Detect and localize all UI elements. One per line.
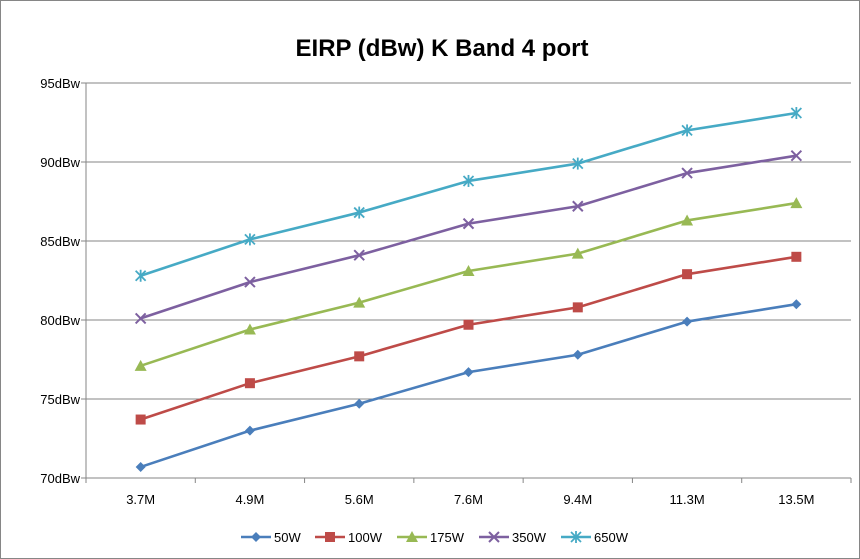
data-point: [134, 359, 147, 371]
gridlines: [86, 82, 851, 400]
data-point: [135, 461, 146, 472]
y-tick-label: 85dBw: [40, 234, 80, 249]
data-point: [244, 425, 255, 436]
series-line: [140, 111, 797, 277]
chart-title: EIRP (dBw) K Band 4 port: [296, 35, 589, 62]
data-point: [790, 149, 803, 162]
data-point: [462, 217, 475, 230]
data-point: [353, 296, 366, 308]
data-point: [244, 233, 256, 246]
y-tick-label: 70dBw: [40, 471, 80, 486]
legend-marker: [488, 531, 500, 543]
x-tick-label: 13.5M: [778, 492, 814, 507]
y-axis: 70dBw 75dBw 80dBw 85dBw 90dBw 95dBw: [40, 76, 87, 486]
legend-label: 175W: [430, 530, 465, 545]
series-350W: [134, 149, 803, 325]
x-axis: 3.7M 4.9M 5.6M 7.6M 9.4M 11.3M 13.5M: [85, 477, 852, 507]
legend-marker: [570, 531, 582, 543]
legend-label: 350W: [512, 530, 547, 545]
data-point: [244, 378, 255, 389]
x-tick-label: 7.6M: [454, 492, 483, 507]
data-point: [463, 319, 474, 330]
y-tick-label: 80dBw: [40, 313, 80, 328]
series-650W: [135, 107, 802, 282]
legend-item-350W: 350W: [479, 530, 547, 545]
x-tick-label: 9.4M: [563, 492, 592, 507]
data-point: [244, 276, 256, 288]
x-tick-label: 5.6M: [345, 492, 374, 507]
series-50W: [135, 299, 802, 472]
legend-marker: [325, 532, 335, 542]
legend-label: 50W: [274, 530, 301, 545]
x-tick-label: 4.9M: [235, 492, 264, 507]
data-point: [462, 174, 475, 187]
data-point: [135, 269, 147, 282]
data-point: [790, 197, 803, 209]
data-point: [353, 249, 365, 261]
data-point: [571, 247, 584, 259]
legend-item-175W: 175W: [397, 530, 465, 545]
y-tick-label: 75dBw: [40, 392, 80, 407]
data-point: [572, 349, 583, 360]
data-point: [682, 269, 693, 280]
series-group: [134, 107, 803, 472]
legend-label: 100W: [348, 530, 383, 545]
legend-marker: [251, 532, 261, 542]
data-point: [791, 251, 802, 262]
data-point: [791, 299, 802, 310]
data-point: [354, 351, 365, 362]
series-100W: [135, 251, 802, 425]
legend: 50W 100W 175W 350W 650W: [241, 530, 629, 545]
data-point: [572, 157, 584, 170]
data-point: [572, 200, 584, 212]
y-tick-label: 95dBw: [40, 76, 80, 91]
data-point: [463, 367, 474, 378]
data-point: [572, 302, 583, 313]
data-point: [243, 323, 256, 335]
data-point: [462, 265, 475, 277]
y-tick-label: 90dBw: [40, 155, 80, 170]
legend-item-100W: 100W: [315, 530, 383, 545]
data-point: [353, 206, 365, 219]
data-point: [681, 167, 693, 179]
data-point: [790, 107, 802, 120]
data-point: [135, 414, 146, 425]
data-point: [134, 312, 147, 325]
data-point: [681, 124, 693, 137]
x-tick-label: 11.3M: [669, 492, 704, 507]
data-point: [354, 398, 365, 409]
legend-item-50W: 50W: [241, 530, 301, 545]
series-line: [140, 255, 797, 421]
legend-item-650W: 650W: [561, 530, 629, 545]
data-point: [681, 214, 694, 226]
series-175W: [134, 197, 803, 371]
legend-marker: [406, 531, 418, 542]
data-point: [682, 316, 693, 327]
legend-label: 650W: [594, 530, 629, 545]
x-tick-label: 3.7M: [126, 492, 155, 507]
